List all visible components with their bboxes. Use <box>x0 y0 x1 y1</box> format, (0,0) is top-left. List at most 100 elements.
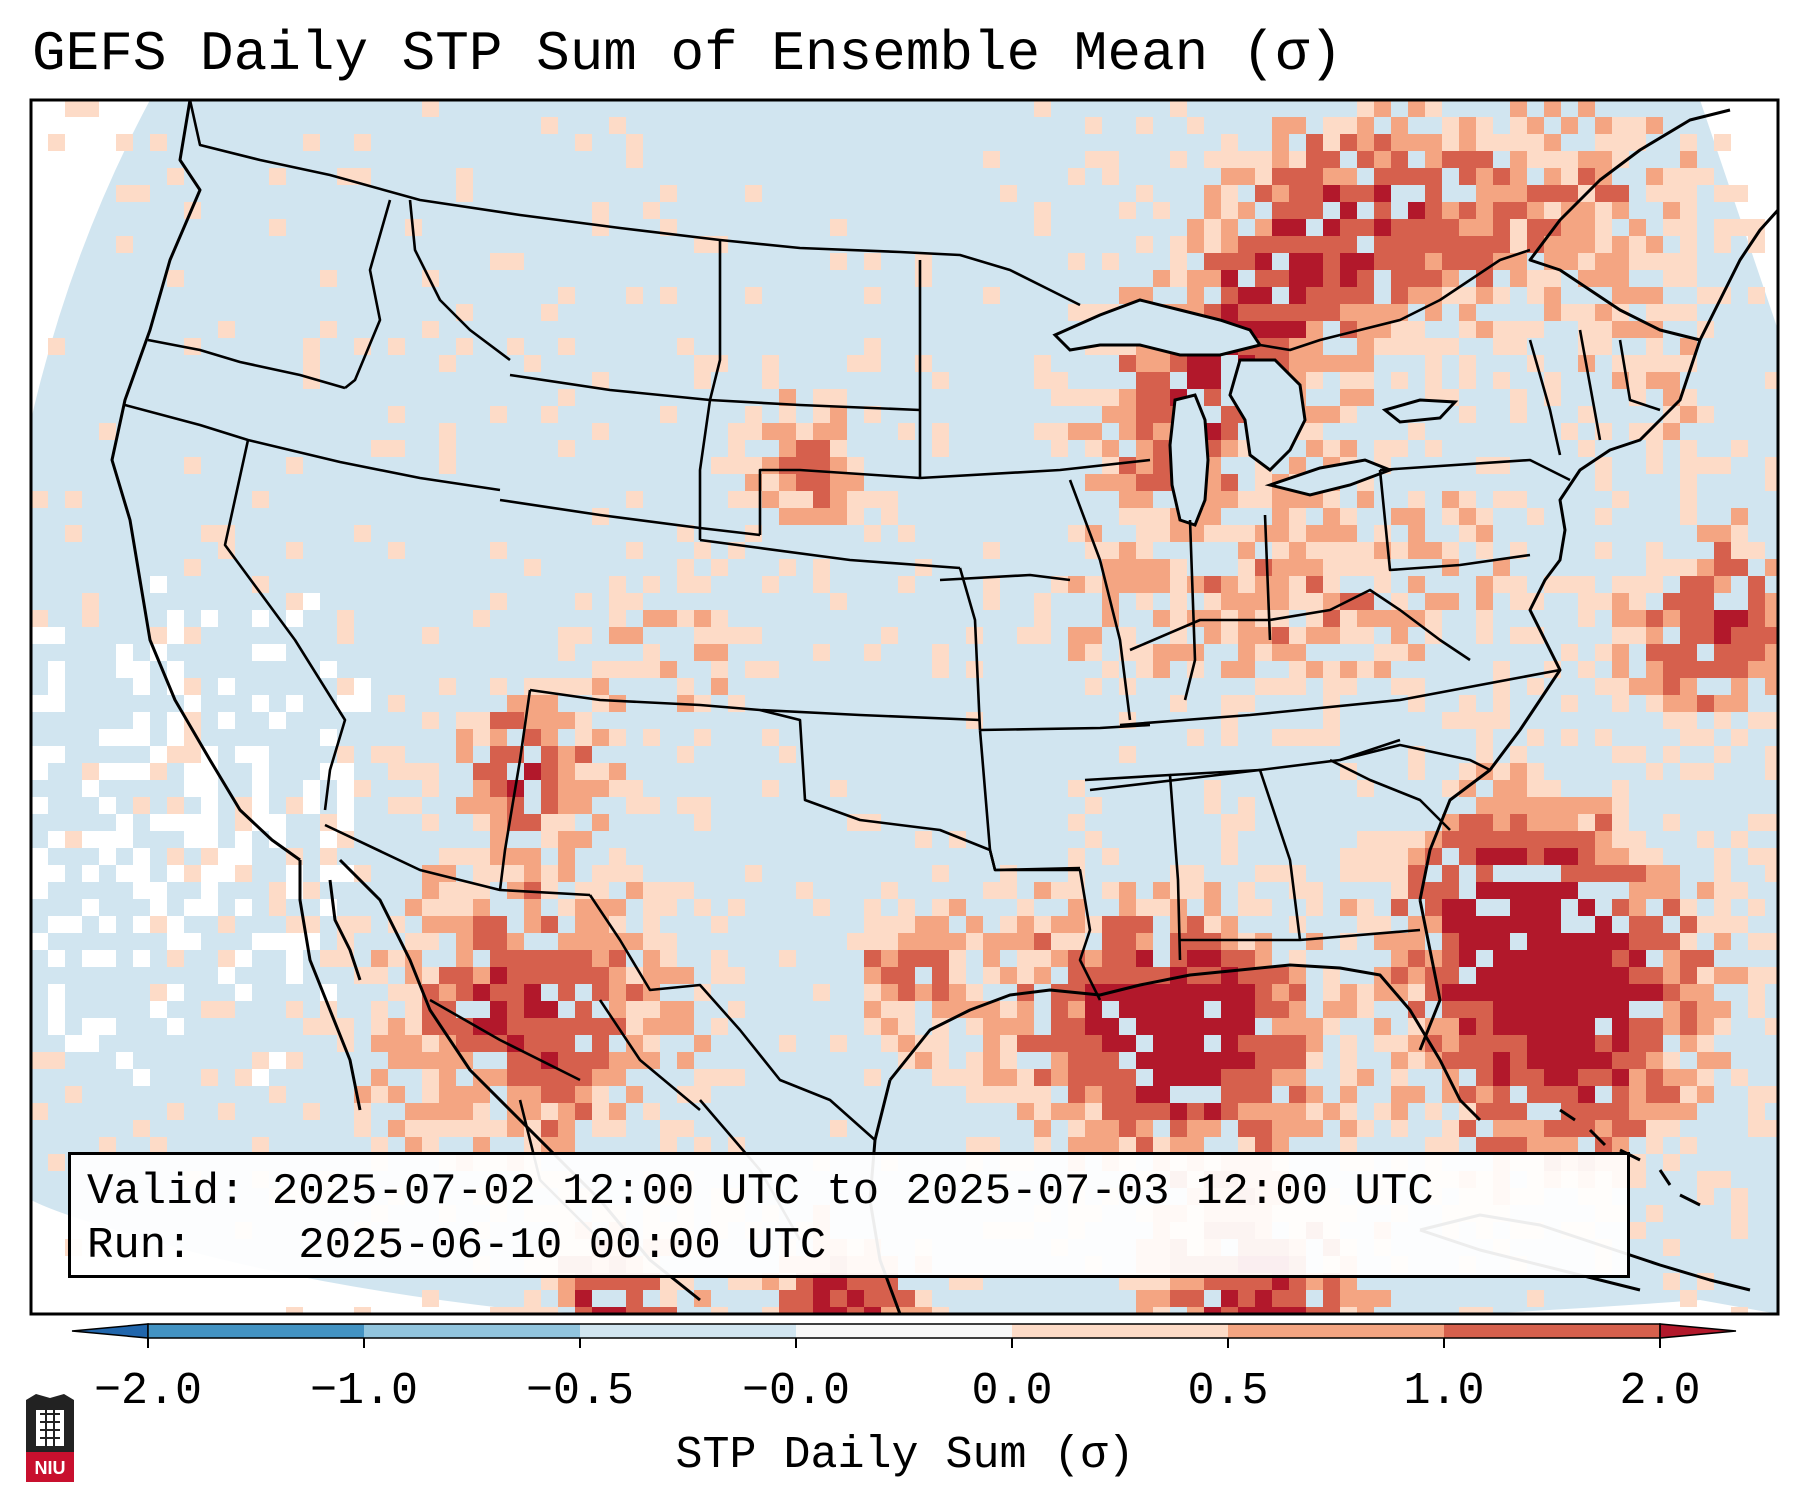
anomaly-cell <box>1765 814 1778 831</box>
anomaly-cell <box>1442 491 1459 508</box>
anomaly-cell <box>541 1018 558 1035</box>
anomaly-cell <box>898 967 915 984</box>
anomaly-cell <box>609 1103 626 1120</box>
anomaly-cell <box>660 1120 677 1137</box>
anomaly-cell <box>1425 100 1442 117</box>
anomaly-cell <box>541 746 558 763</box>
anomaly-cell <box>1391 440 1408 457</box>
no-data-cell <box>235 899 252 916</box>
anomaly-cell <box>881 627 898 644</box>
anomaly-cell <box>1663 1018 1680 1035</box>
anomaly-cell <box>1544 899 1561 916</box>
anomaly-cell <box>303 338 320 355</box>
anomaly-cell <box>1714 712 1731 729</box>
anomaly-cell <box>439 848 456 865</box>
anomaly-cell <box>1544 1001 1561 1018</box>
anomaly-cell <box>1493 202 1510 219</box>
anomaly-cell <box>1408 168 1425 185</box>
anomaly-cell <box>1663 185 1680 202</box>
anomaly-cell <box>779 423 796 440</box>
anomaly-cell <box>660 1307 677 1314</box>
anomaly-cell <box>1068 253 1085 270</box>
anomaly-cell <box>1544 372 1561 389</box>
anomaly-cell <box>541 967 558 984</box>
no-data-cell <box>184 933 201 950</box>
anomaly-cell <box>320 848 337 865</box>
anomaly-cell <box>1204 491 1221 508</box>
anomaly-cell <box>1646 1120 1663 1137</box>
anomaly-cell <box>1323 287 1340 304</box>
anomaly-cell <box>1561 882 1578 899</box>
anomaly-cell <box>1204 797 1221 814</box>
anomaly-cell <box>643 950 660 967</box>
anomaly-cell <box>643 1035 660 1052</box>
anomaly-cell <box>371 1035 388 1052</box>
anomaly-cell <box>184 627 201 644</box>
anomaly-cell <box>881 508 898 525</box>
anomaly-cell <box>337 627 354 644</box>
anomaly-cell <box>422 1103 439 1120</box>
anomaly-cell <box>1408 542 1425 559</box>
anomaly-cell <box>1289 219 1306 236</box>
anomaly-cell <box>1289 678 1306 695</box>
anomaly-cell <box>1323 508 1340 525</box>
anomaly-cell <box>1561 219 1578 236</box>
anomaly-cell <box>609 865 626 882</box>
anomaly-cell <box>1493 933 1510 950</box>
logo-window <box>36 1410 64 1446</box>
anomaly-cell <box>779 474 796 491</box>
anomaly-cell <box>490 542 507 559</box>
anomaly-cell <box>1510 814 1527 831</box>
anomaly-cell <box>779 950 796 967</box>
lake-ontario <box>1381 398 1459 424</box>
anomaly-cell <box>1136 474 1153 491</box>
anomaly-cell <box>1493 372 1510 389</box>
anomaly-cell <box>1374 1290 1391 1307</box>
anomaly-cell <box>1680 712 1697 729</box>
anomaly-cell <box>881 1035 898 1052</box>
anomaly-cell <box>1459 287 1476 304</box>
anomaly-cell <box>966 661 983 678</box>
no-data-cell <box>218 865 235 882</box>
anomaly-cell <box>1510 1001 1527 1018</box>
anomaly-cell <box>1459 1086 1476 1103</box>
no-data-cell <box>82 1018 99 1035</box>
anomaly-cell <box>1663 661 1680 678</box>
anomaly-cell <box>1697 576 1714 593</box>
anomaly-cell <box>1357 389 1374 406</box>
colorbar-segment <box>580 1324 796 1338</box>
anomaly-cell <box>1017 1086 1034 1103</box>
anomaly-cell <box>524 1069 541 1086</box>
anomaly-cell <box>1663 610 1680 627</box>
anomaly-cell <box>1714 882 1731 899</box>
colorbar-segment <box>796 1324 1012 1338</box>
anomaly-cell <box>490 950 507 967</box>
anomaly-cell <box>1493 236 1510 253</box>
anomaly-cell <box>1697 831 1714 848</box>
colorbar-tick-label: 2.0 <box>1619 1366 1701 1417</box>
anomaly-cell <box>1459 1052 1476 1069</box>
anomaly-cell <box>1017 1103 1034 1120</box>
anomaly-cell <box>1578 576 1595 593</box>
anomaly-cell <box>711 661 728 678</box>
anomaly-cell <box>1238 542 1255 559</box>
anomaly-cell <box>541 712 558 729</box>
anomaly-cell <box>898 1307 915 1314</box>
anomaly-cell <box>847 355 864 372</box>
anomaly-cell <box>1595 593 1612 610</box>
anomaly-cell <box>1459 984 1476 1001</box>
anomaly-cell <box>1153 202 1170 219</box>
anomaly-cell <box>830 1035 847 1052</box>
anomaly-cell <box>1068 780 1085 797</box>
anomaly-cell <box>1544 236 1561 253</box>
anomaly-cell <box>558 338 575 355</box>
anomaly-cell <box>1153 559 1170 576</box>
anomaly-cell <box>1153 644 1170 661</box>
anomaly-cell <box>1459 1001 1476 1018</box>
anomaly-cell <box>1085 1018 1102 1035</box>
anomaly-cell <box>1476 746 1493 763</box>
anomaly-cell <box>1527 219 1544 236</box>
anomaly-cell <box>1527 134 1544 151</box>
anomaly-cell <box>575 1086 592 1103</box>
anomaly-cell <box>558 389 575 406</box>
